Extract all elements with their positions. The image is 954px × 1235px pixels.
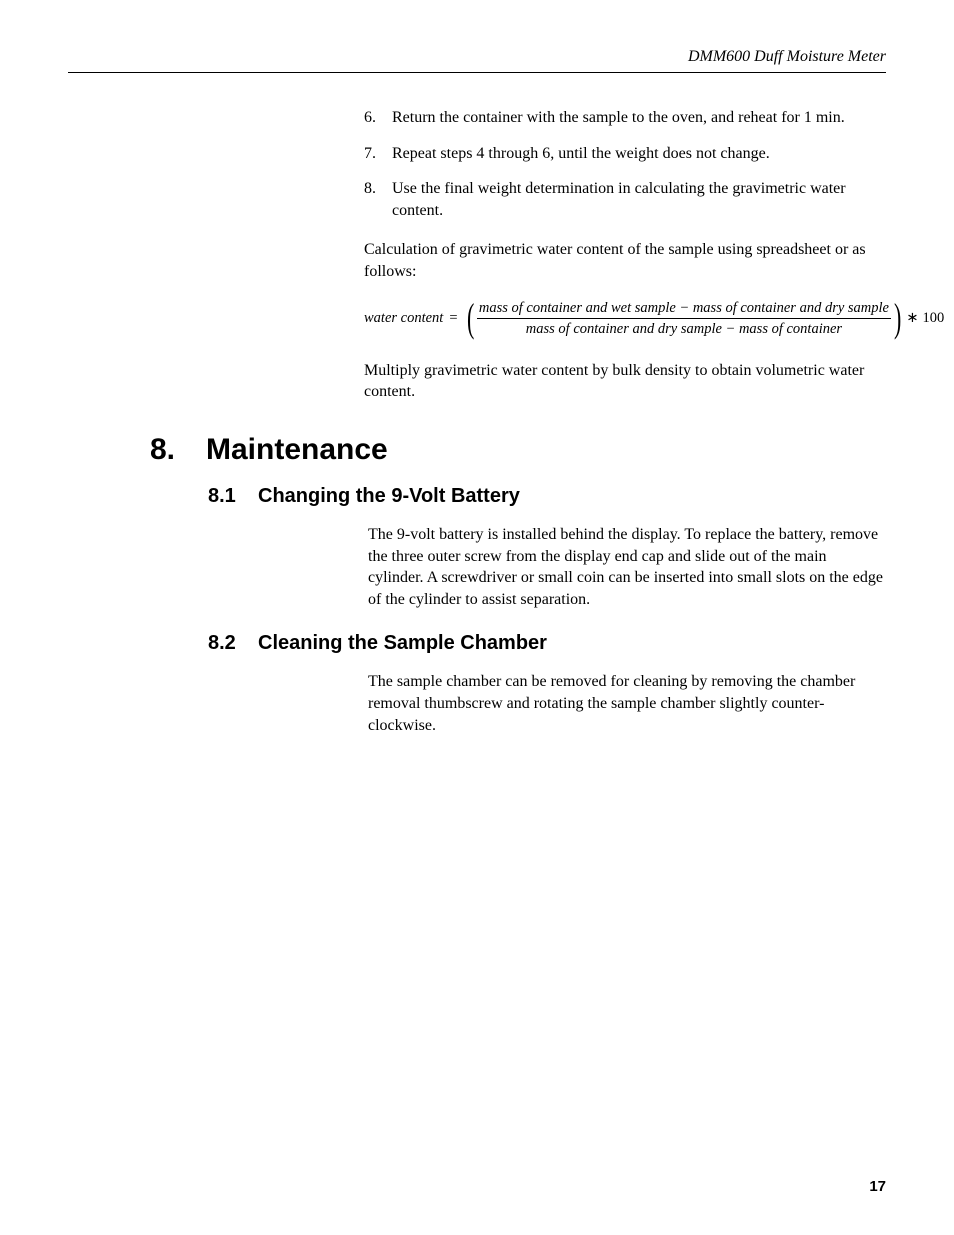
formula-numerator: mass of container and wet sample − mass … [477, 299, 891, 319]
step-number: 6. [364, 107, 392, 129]
step-text: Repeat steps 4 through 6, until the weig… [392, 143, 770, 165]
subsection-8-1-body: The 9-volt battery is installed behind t… [368, 524, 886, 610]
step-text: Use the final weight determination in ca… [392, 178, 886, 221]
post-formula-paragraph: Multiply gravimetric water content by bu… [364, 360, 886, 403]
equals-sign: = [449, 310, 457, 327]
left-paren: ( [467, 302, 474, 334]
subsection-8-2-heading: 8.2 Cleaning the Sample Chamber [68, 632, 886, 655]
step-6: 6. Return the container with the sample … [364, 107, 886, 129]
page-header: DMM600 Duff Moisture Meter [68, 48, 886, 73]
subsection-8-2-body: The sample chamber can be removed for cl… [368, 671, 886, 736]
subsection-title: Cleaning the Sample Chamber [258, 632, 547, 655]
step-number: 7. [364, 143, 392, 165]
calc-intro-paragraph: Calculation of gravimetric water content… [364, 239, 886, 282]
multiply-sign: ∗ [906, 310, 918, 327]
header-title: DMM600 Duff Moisture Meter [688, 48, 886, 65]
subsection-8-1-heading: 8.1 Changing the 9-Volt Battery [68, 485, 886, 508]
formula-fraction: mass of container and wet sample − mass … [477, 299, 891, 338]
section-8-heading: 8. Maintenance [68, 433, 886, 467]
step-number: 8. [364, 178, 392, 221]
formula-denominator: mass of container and dry sample − mass … [526, 319, 842, 338]
formula-lhs: water content [364, 310, 443, 327]
subsection-title: Changing the 9-Volt Battery [258, 485, 520, 508]
procedure-steps: 6. Return the container with the sample … [364, 107, 886, 221]
formula-multiplier: 100 [922, 310, 944, 327]
subsection-number: 8.1 [208, 485, 258, 508]
subsection-number: 8.2 [208, 632, 258, 655]
section-title: Maintenance [206, 433, 388, 467]
step-7: 7. Repeat steps 4 through 6, until the w… [364, 143, 886, 165]
water-content-formula: water content = ( mass of container and … [364, 299, 886, 338]
step-8: 8. Use the final weight determination in… [364, 178, 886, 221]
right-paren: ) [894, 302, 901, 334]
step-text: Return the container with the sample to … [392, 107, 845, 129]
section-number: 8. [150, 433, 206, 467]
page-number: 17 [869, 1178, 886, 1195]
